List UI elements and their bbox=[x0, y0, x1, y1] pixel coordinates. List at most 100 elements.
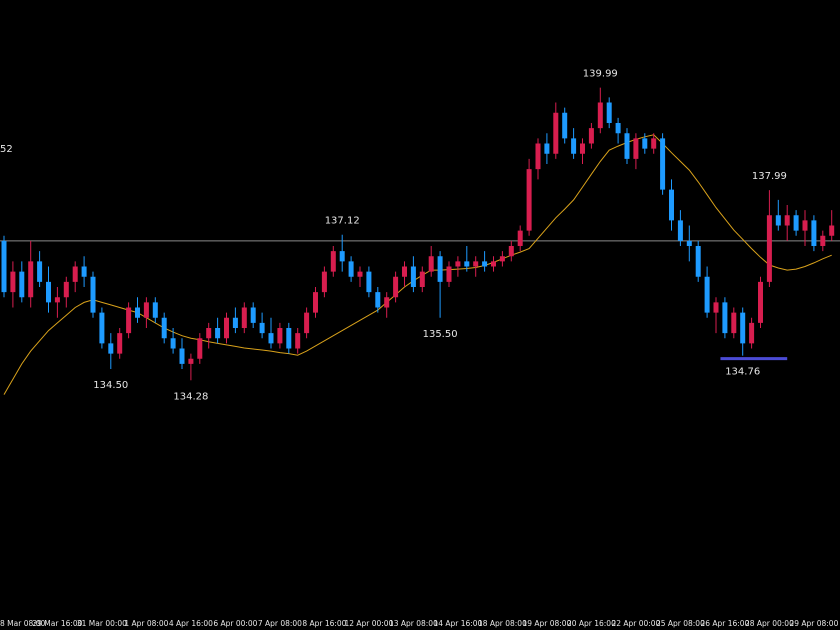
candle-body bbox=[704, 276, 710, 313]
candle-body bbox=[126, 307, 132, 334]
candle-body bbox=[473, 261, 479, 267]
candle-body bbox=[642, 138, 648, 149]
x-tick-label: 26 Apr 16:00 bbox=[700, 619, 749, 628]
x-tick-label: 28 Apr 00:00 bbox=[745, 619, 794, 628]
candle-body bbox=[820, 235, 826, 246]
candle-body bbox=[321, 271, 327, 293]
candle-body bbox=[624, 133, 630, 159]
x-tick-label: 22 Apr 00:00 bbox=[611, 619, 660, 628]
candle-body bbox=[135, 307, 140, 318]
candle-body bbox=[72, 266, 78, 282]
x-tick-label: 29 Mar 16:00 bbox=[32, 619, 82, 628]
candle-body bbox=[517, 230, 523, 246]
candle-body bbox=[286, 328, 292, 349]
candle-body bbox=[669, 189, 674, 221]
x-tick-label: 12 Apr 00:00 bbox=[344, 619, 393, 628]
x-tick-label: 31 Mar 00:00 bbox=[77, 619, 127, 628]
candle-body bbox=[339, 251, 345, 262]
x-tick-label: 20 Apr 16:00 bbox=[567, 619, 616, 628]
candle-body bbox=[793, 215, 799, 231]
candle-body bbox=[375, 292, 381, 308]
candle-body bbox=[304, 312, 310, 334]
candle-body bbox=[677, 220, 683, 241]
candle-body bbox=[277, 328, 283, 344]
candle-body bbox=[588, 128, 594, 144]
candle-body bbox=[660, 138, 666, 190]
candle-body bbox=[455, 261, 461, 267]
candle-body bbox=[197, 338, 203, 359]
price-label: 135.50 bbox=[423, 329, 458, 340]
candle-body bbox=[241, 307, 247, 328]
x-tick-label: 7 Apr 08:00 bbox=[258, 619, 302, 628]
candle-body bbox=[811, 220, 817, 246]
candle-body bbox=[410, 266, 416, 287]
candle-body bbox=[784, 215, 790, 226]
candle-body bbox=[99, 312, 105, 344]
candle-body bbox=[152, 302, 158, 318]
candle-body bbox=[829, 225, 835, 236]
candle-body bbox=[695, 246, 701, 277]
candle-body bbox=[10, 271, 16, 293]
candle-body bbox=[81, 266, 87, 277]
candle-body bbox=[215, 328, 221, 339]
candle-body bbox=[161, 317, 167, 339]
candle-body bbox=[597, 102, 603, 129]
candle-body bbox=[562, 112, 568, 139]
candle-body bbox=[295, 333, 301, 349]
candle-body bbox=[526, 169, 532, 231]
x-tick-label: 25 Apr 08:00 bbox=[656, 619, 705, 628]
candle-body bbox=[348, 261, 354, 277]
candle-body bbox=[232, 317, 238, 328]
candle-body bbox=[571, 138, 577, 154]
candle-body bbox=[54, 297, 60, 303]
candle-body bbox=[63, 281, 69, 298]
candle-body bbox=[482, 261, 488, 267]
candle-body bbox=[713, 302, 719, 313]
x-tick-label: 8 Mar 08:00 bbox=[0, 619, 46, 628]
candle-body bbox=[250, 307, 256, 323]
candle-body bbox=[615, 123, 621, 134]
candle-body bbox=[108, 343, 114, 354]
candle-body bbox=[28, 261, 34, 298]
x-tick-label: 6 Apr 00:00 bbox=[213, 619, 257, 628]
x-tick-label: 19 Apr 08:00 bbox=[522, 619, 571, 628]
candle-body bbox=[357, 271, 363, 277]
candle-body bbox=[722, 302, 728, 334]
candle-body bbox=[651, 138, 657, 149]
candle-body bbox=[37, 261, 43, 282]
candle-body bbox=[775, 215, 781, 226]
candle-body bbox=[393, 276, 399, 298]
candle-body bbox=[224, 317, 229, 339]
candle-body bbox=[384, 297, 390, 308]
price-label: 137.12 bbox=[325, 216, 360, 227]
x-tick-label: 8 Apr 16:00 bbox=[302, 619, 346, 628]
candle-body bbox=[633, 138, 639, 159]
candle-body bbox=[143, 302, 149, 318]
candle-body bbox=[580, 143, 585, 154]
x-tick-label: 4 Apr 16:00 bbox=[169, 619, 213, 628]
candle-body bbox=[535, 143, 541, 170]
candle-body bbox=[206, 328, 212, 339]
candle-body bbox=[179, 348, 185, 364]
candle-body bbox=[499, 256, 505, 262]
candle-body bbox=[117, 333, 123, 354]
candle-body bbox=[419, 271, 425, 287]
candle-body bbox=[606, 102, 612, 123]
candle-body bbox=[330, 251, 336, 272]
candle-body bbox=[1, 240, 7, 293]
x-tick-label: 13 Apr 08:00 bbox=[389, 619, 438, 628]
candle-body bbox=[259, 322, 265, 334]
candle-body bbox=[766, 215, 772, 282]
candle-body bbox=[446, 266, 452, 282]
candle-body bbox=[437, 256, 443, 282]
candle-body bbox=[686, 240, 692, 246]
candle-body bbox=[188, 358, 194, 364]
candle-body bbox=[402, 266, 407, 277]
candle-body bbox=[313, 292, 318, 313]
candle-body bbox=[46, 281, 51, 303]
moving-average bbox=[3, 134, 832, 395]
x-tick-label: 14 Apr 16:00 bbox=[433, 619, 482, 628]
candle-body bbox=[428, 256, 434, 272]
candle-body bbox=[90, 276, 96, 313]
